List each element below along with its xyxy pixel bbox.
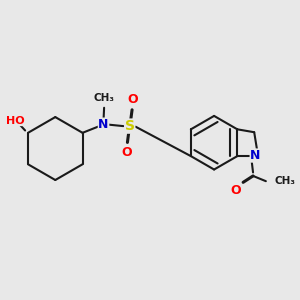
Text: CH₃: CH₃ <box>94 93 115 103</box>
Text: S: S <box>125 119 135 133</box>
Text: N: N <box>98 118 109 131</box>
Text: CH₃: CH₃ <box>274 176 296 186</box>
Text: O: O <box>122 146 132 159</box>
Text: N: N <box>250 149 261 162</box>
Text: O: O <box>127 93 138 106</box>
Text: HO: HO <box>6 116 24 126</box>
Text: O: O <box>230 184 241 197</box>
